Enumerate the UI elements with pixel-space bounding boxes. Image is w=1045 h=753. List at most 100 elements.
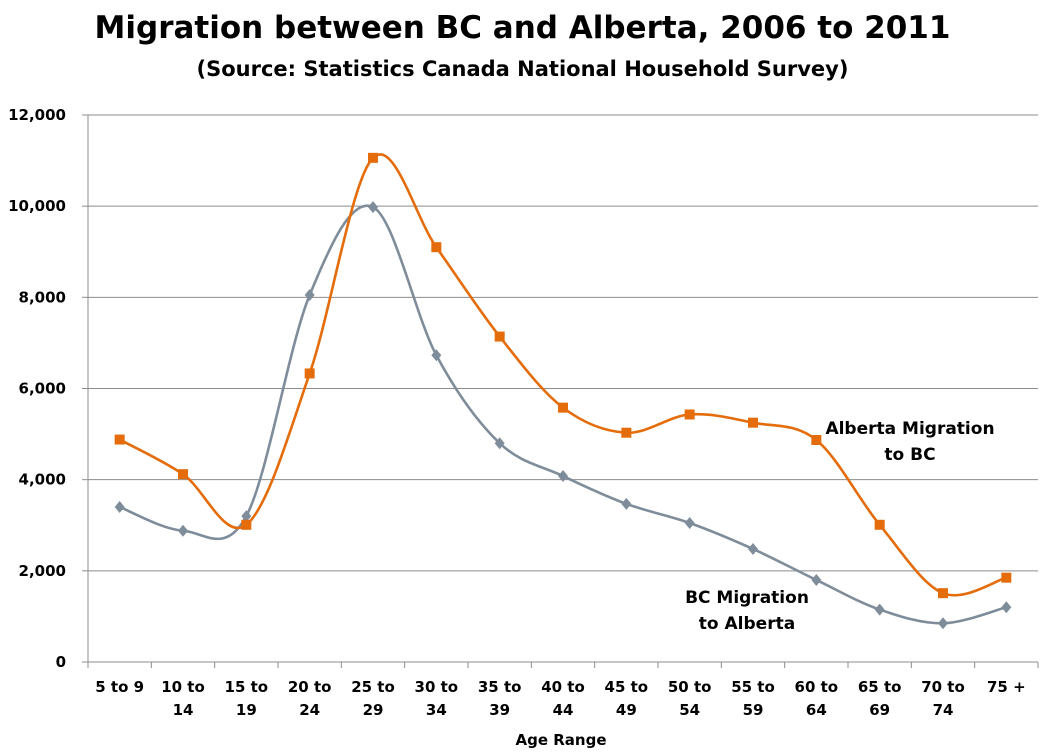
annotation-line: to Alberta <box>699 614 795 634</box>
x-tick-line: 10 to <box>161 678 205 696</box>
y-tick-label: 10,000 <box>8 197 66 215</box>
y-tick-label: 2,000 <box>19 562 66 580</box>
data-point-square <box>748 417 758 428</box>
data-point-diamond <box>178 524 188 537</box>
data-point-square <box>304 368 315 379</box>
axes <box>82 114 1039 668</box>
x-tick-line: 75 + <box>987 678 1026 696</box>
y-tick-labels: 0 2,000 4,000 6,000 8,000 10,000 12,000 <box>8 106 66 671</box>
y-tick-label: 6,000 <box>19 380 66 398</box>
data-point-square <box>874 519 885 530</box>
x-tick-label: 5 to 9 <box>95 678 144 696</box>
annotation-line: BC Migration <box>685 588 809 608</box>
x-tick-line: 5 to 9 <box>95 678 144 696</box>
data-point-diamond <box>114 501 125 514</box>
data-point-diamond <box>874 603 885 616</box>
y-tick-label: 8,000 <box>19 288 66 306</box>
series-layer <box>114 152 1012 630</box>
x-tick-line: 69 <box>869 701 890 719</box>
chart-subtitle: (Source: Statistics Canada National Hous… <box>196 57 849 81</box>
annotation-line: Alberta Migration <box>825 419 994 439</box>
x-tick-line: 29 <box>363 701 384 719</box>
data-point-diamond <box>304 289 315 302</box>
x-tick-line: 30 to <box>415 678 459 696</box>
x-tick-label: 20 to 24 <box>288 678 332 719</box>
x-tick-line: 44 <box>553 701 574 719</box>
x-tick-line: 59 <box>743 701 764 719</box>
data-point-diamond <box>494 437 505 450</box>
x-tick-line: 45 to <box>605 678 649 696</box>
x-tick-label: 75 + <box>987 678 1026 696</box>
alberta-to-bc-label: Alberta Migration to BC <box>825 419 994 465</box>
x-tick-label: 40 to 44 <box>541 678 585 719</box>
x-tick-label: 25 to 29 <box>351 678 395 719</box>
data-point-diamond <box>811 573 822 586</box>
x-tick-label: 55 to 59 <box>731 678 775 719</box>
chart-title: Migration between BC and Alberta, 2006 t… <box>94 10 951 46</box>
data-point-square <box>621 427 632 438</box>
x-tick-line: 39 <box>489 701 510 719</box>
x-tick-label: 70 to 74 <box>921 678 965 719</box>
x-tick-line: 70 to <box>921 678 965 696</box>
data-point-diamond <box>684 516 695 529</box>
annotation-line: to BC <box>884 445 935 465</box>
x-axis-label: Age Range <box>515 731 606 749</box>
x-tick-line: 14 <box>173 701 194 719</box>
x-tick-label: 50 to 54 <box>668 678 712 719</box>
data-point-diamond <box>368 201 378 214</box>
data-point-square <box>241 519 252 530</box>
y-tick-label: 4,000 <box>19 471 66 489</box>
data-point-square <box>431 242 442 253</box>
data-point-square <box>558 402 568 413</box>
x-tick-line: 54 <box>679 701 700 719</box>
x-tick-line: 35 to <box>478 678 522 696</box>
x-tick-label: 45 to 49 <box>605 678 649 719</box>
x-tick-line: 20 to <box>288 678 332 696</box>
x-tick-line: 49 <box>616 701 637 719</box>
x-tick-label: 30 to 34 <box>415 678 459 719</box>
data-point-square <box>811 435 822 446</box>
data-point-square <box>1001 572 1012 583</box>
data-point-diamond <box>748 542 758 555</box>
gridlines <box>88 114 1038 572</box>
x-tick-line: 24 <box>299 701 320 719</box>
x-tick-line: 34 <box>426 701 447 719</box>
data-point-square <box>684 409 695 420</box>
series-alberta-to-bc <box>114 152 1012 599</box>
data-point-square <box>178 469 188 480</box>
x-tick-label: 35 to 39 <box>478 678 522 719</box>
x-tick-label: 15 to 19 <box>225 678 269 719</box>
x-tick-line: 25 to <box>351 678 395 696</box>
series-annotations: BC Migration to Alberta Alberta Migration t… <box>685 419 994 634</box>
data-point-diamond <box>558 470 568 483</box>
x-tick-line: 64 <box>806 701 827 719</box>
x-tick-label: 60 to 64 <box>795 678 839 719</box>
data-point-square <box>494 331 505 342</box>
x-tick-line: 19 <box>236 701 257 719</box>
x-tick-line: 74 <box>933 701 954 719</box>
data-point-square <box>114 434 125 445</box>
data-point-diamond <box>431 349 442 362</box>
bc-to-alberta-label: BC Migration to Alberta <box>685 588 809 634</box>
x-tick-line: 60 to <box>795 678 839 696</box>
series-bc-to-alberta <box>114 201 1012 630</box>
data-point-diamond <box>241 510 252 523</box>
x-tick-label: 65 to 69 <box>858 678 902 719</box>
data-point-square <box>938 588 948 599</box>
data-point-square <box>368 152 378 163</box>
x-tick-line: 55 to <box>731 678 775 696</box>
y-tick-label: 12,000 <box>8 106 66 124</box>
data-point-diamond <box>621 497 632 510</box>
data-point-diamond <box>1001 601 1012 614</box>
data-point-diamond <box>938 617 948 630</box>
series-line <box>119 153 1007 597</box>
x-tick-line: 40 to <box>541 678 585 696</box>
x-tick-label: 10 to 14 <box>161 678 205 719</box>
series-line <box>119 204 1007 625</box>
y-tick-label: 0 <box>56 653 66 671</box>
x-tick-line: 50 to <box>668 678 712 696</box>
x-tick-line: 65 to <box>858 678 902 696</box>
x-tick-line: 15 to <box>225 678 269 696</box>
